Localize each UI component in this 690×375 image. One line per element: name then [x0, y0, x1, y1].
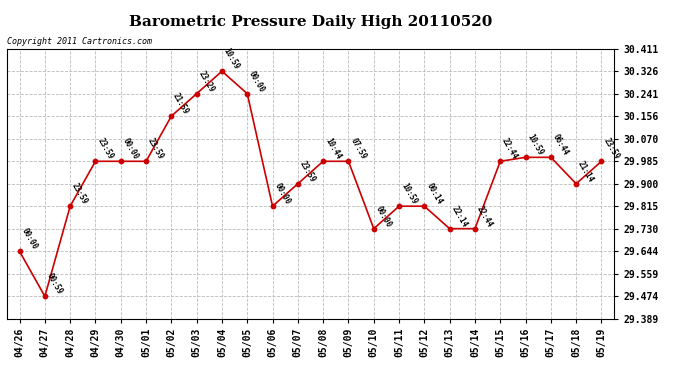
- Point: [368, 226, 380, 232]
- Text: 07:59: 07:59: [348, 137, 368, 161]
- Text: 10:59: 10:59: [399, 182, 418, 206]
- Point: [217, 68, 228, 74]
- Text: 00:00: 00:00: [121, 137, 140, 161]
- Text: 23:59: 23:59: [602, 137, 621, 161]
- Text: 00:00: 00:00: [273, 182, 292, 206]
- Text: 22:14: 22:14: [450, 204, 469, 229]
- Point: [267, 203, 278, 209]
- Text: 00:14: 00:14: [424, 182, 444, 206]
- Text: 23:59: 23:59: [146, 137, 166, 161]
- Text: Barometric Pressure Daily High 20110520: Barometric Pressure Daily High 20110520: [129, 15, 492, 29]
- Text: 21:14: 21:14: [576, 159, 595, 184]
- Point: [444, 226, 455, 232]
- Text: 22:44: 22:44: [500, 137, 520, 161]
- Point: [39, 293, 50, 299]
- Text: Copyright 2011 Cartronics.com: Copyright 2011 Cartronics.com: [7, 37, 152, 46]
- Point: [520, 154, 531, 160]
- Text: 00:00: 00:00: [374, 204, 393, 229]
- Text: 00:00: 00:00: [19, 227, 39, 251]
- Point: [293, 181, 304, 187]
- Text: 23:59: 23:59: [70, 182, 90, 206]
- Text: 10:59: 10:59: [222, 46, 242, 71]
- Point: [571, 181, 582, 187]
- Point: [393, 203, 404, 209]
- Point: [65, 203, 76, 209]
- Point: [343, 158, 354, 164]
- Point: [317, 158, 328, 164]
- Point: [545, 154, 556, 160]
- Point: [495, 158, 506, 164]
- Text: 10:44: 10:44: [323, 137, 342, 161]
- Point: [14, 248, 25, 254]
- Text: 21:59: 21:59: [171, 92, 190, 116]
- Point: [141, 158, 152, 164]
- Point: [115, 158, 126, 164]
- Point: [469, 226, 480, 232]
- Point: [90, 158, 101, 164]
- Point: [191, 91, 202, 97]
- Text: 06:44: 06:44: [551, 133, 570, 158]
- Point: [241, 91, 253, 97]
- Text: 23:59: 23:59: [95, 137, 115, 161]
- Text: 00:59: 00:59: [45, 272, 64, 296]
- Text: 00:00: 00:00: [247, 69, 266, 94]
- Point: [166, 113, 177, 119]
- Text: 23:29: 23:29: [197, 69, 216, 94]
- Point: [419, 203, 430, 209]
- Text: 10:59: 10:59: [526, 133, 545, 158]
- Text: 23:59: 23:59: [298, 159, 317, 184]
- Text: 22:44: 22:44: [475, 204, 494, 229]
- Point: [596, 158, 607, 164]
